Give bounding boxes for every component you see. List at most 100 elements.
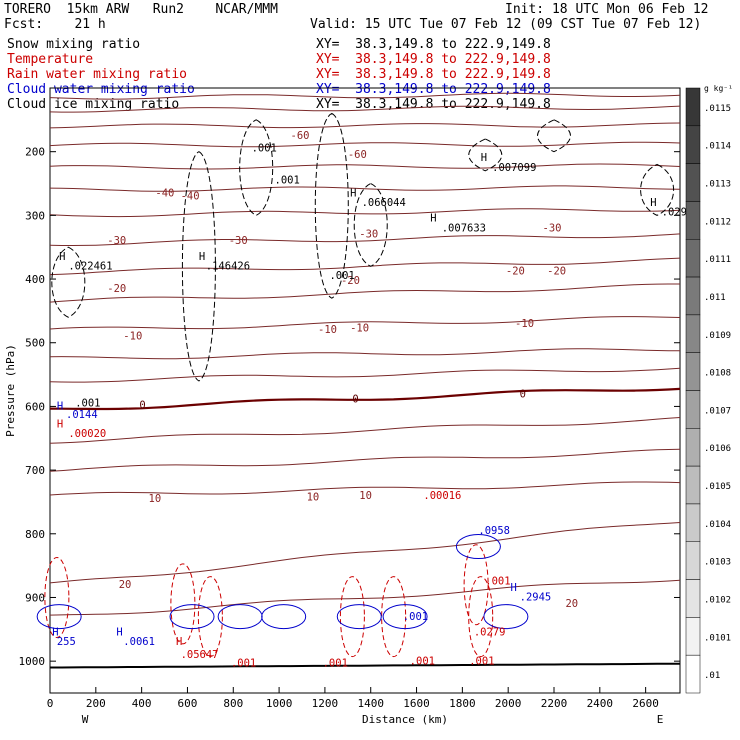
- cloud-water-contour: [36, 604, 82, 630]
- contour-label: 20: [565, 598, 578, 610]
- colorbar-segment: [685, 428, 701, 467]
- contour-label: -20: [341, 275, 360, 287]
- snow-contour: [181, 151, 216, 382]
- colorbar-segment: [685, 125, 701, 164]
- colorbar-segment: [685, 465, 701, 505]
- x-end-label-east: E: [657, 713, 664, 726]
- colorbar-tick-label: .0112: [704, 217, 731, 227]
- contour-label: -40: [181, 190, 200, 202]
- colorbar-unit: g kg⁻¹: [704, 84, 733, 93]
- isotherm-line: [49, 122, 681, 129]
- x-tick-label: 1800: [449, 697, 476, 710]
- model-title: TORERO 15km ARW Run2 NCAR/MMM: [4, 2, 278, 17]
- rain-contour: [197, 576, 223, 658]
- field-name-cloud-ice: Cloud ice mixing ratio: [7, 97, 180, 112]
- y-tick-label: 600: [25, 400, 45, 413]
- contour-label: .001: [275, 175, 300, 187]
- contour-label: .001: [410, 655, 435, 667]
- contour-label: -10: [318, 324, 337, 336]
- contour-label: .001: [231, 657, 256, 669]
- isotherm-line: [49, 163, 681, 170]
- colorbar-tick-label: .0113: [704, 180, 731, 190]
- colorbar-segment: [685, 314, 701, 353]
- contour-label: .00020: [68, 428, 106, 440]
- contour-label: -20: [107, 283, 126, 295]
- field-xy-cloud-ice: XY= 38.3,149.8 to 222.9,149.8: [316, 97, 551, 112]
- forecast-hour: Fcst: 21 h: [4, 17, 106, 32]
- rain-contour: [44, 556, 70, 638]
- rain-contour: [468, 576, 494, 658]
- x-tick-label: 1000: [266, 697, 293, 710]
- colorbar-segment: [685, 654, 701, 694]
- contour-label: H: [57, 401, 63, 413]
- x-tick-label: 2600: [632, 697, 659, 710]
- contour-label: -20: [506, 266, 525, 278]
- snow-contour: [468, 138, 503, 172]
- cloud-water-contour: [455, 534, 501, 560]
- x-tick-label: 1400: [357, 697, 384, 710]
- colorbar-segment: [685, 617, 701, 656]
- contour-label: 10: [359, 490, 372, 502]
- colorbar-tick-label: .0109: [704, 331, 731, 341]
- isotherm-line: [49, 208, 681, 218]
- cloud-water-contour: [336, 604, 382, 630]
- contour-label: -20: [547, 266, 566, 278]
- contour-label: -30: [107, 235, 126, 247]
- rain-contour: [381, 576, 407, 658]
- colorbar-segment: [685, 390, 701, 429]
- colorbar-segment: [685, 352, 701, 391]
- contour-label: .05647: [181, 649, 219, 661]
- snow-contour: [314, 112, 349, 299]
- contour-label: -10: [350, 322, 369, 334]
- rain-contour: [463, 544, 489, 626]
- isotherm-line: [49, 522, 681, 584]
- contour-label: .001: [403, 611, 428, 623]
- colorbar-segment: [685, 541, 701, 580]
- contour-label: .007099: [492, 162, 536, 174]
- colorbar-segment: [685, 276, 701, 316]
- field-xy-snow: XY= 38.3,149.8 to 222.9,149.8: [316, 37, 551, 52]
- snow-contour: [51, 246, 86, 318]
- colorbar-tick-label: .0103: [704, 558, 731, 568]
- field-name-rain: Rain water mixing ratio: [7, 67, 188, 82]
- x-tick-label: 2400: [587, 697, 614, 710]
- contour-label: H: [350, 187, 356, 199]
- isotherm-line: [49, 417, 681, 444]
- colorbar-tick-label: .0108: [704, 369, 731, 379]
- snow-contour: [537, 119, 571, 153]
- x-tick-label: 1600: [403, 697, 430, 710]
- contour-label: 255: [57, 636, 76, 648]
- contour-label: .0061: [123, 636, 155, 648]
- colorbar-tick-label: .0114: [704, 142, 731, 152]
- contour-label: H: [59, 251, 65, 263]
- isotherm-line: [49, 448, 681, 472]
- contour-label: H: [176, 636, 182, 648]
- contour-label: H: [650, 197, 656, 209]
- x-tick-label: 200: [86, 697, 106, 710]
- isotherm-line: [49, 141, 681, 148]
- colorbar-segment: [685, 201, 701, 240]
- contour-label: .022461: [68, 261, 112, 273]
- contour-label: H: [52, 627, 58, 639]
- x-tick-label: 1200: [312, 697, 339, 710]
- contour-label: .2945: [520, 592, 552, 604]
- valid-time: Valid: 15 UTC Tue 07 Feb 12 (09 CST Tue …: [310, 17, 702, 32]
- colorbar-tick-label: .0106: [704, 444, 731, 454]
- contour-label: .001: [252, 143, 277, 155]
- cloud-water-contour: [217, 604, 263, 630]
- contour-label: H: [116, 627, 122, 639]
- y-tick-label: 300: [25, 209, 45, 222]
- isotherm-line: [49, 233, 681, 246]
- isotherm-line: [49, 579, 681, 616]
- isotherm-line: [49, 367, 681, 383]
- isotherm-line: [49, 185, 681, 192]
- init-time: Init: 18 UTC Mon 06 Feb 12: [505, 2, 709, 17]
- x-tick-label: 2000: [495, 697, 522, 710]
- contour-label: 0: [520, 389, 526, 401]
- contour-label: 10: [149, 493, 162, 505]
- ground-line: [50, 662, 681, 669]
- colorbar-tick-label: .0102: [704, 595, 731, 605]
- contour-label: .001: [75, 397, 100, 409]
- x-axis-label: Distance (km): [362, 713, 448, 726]
